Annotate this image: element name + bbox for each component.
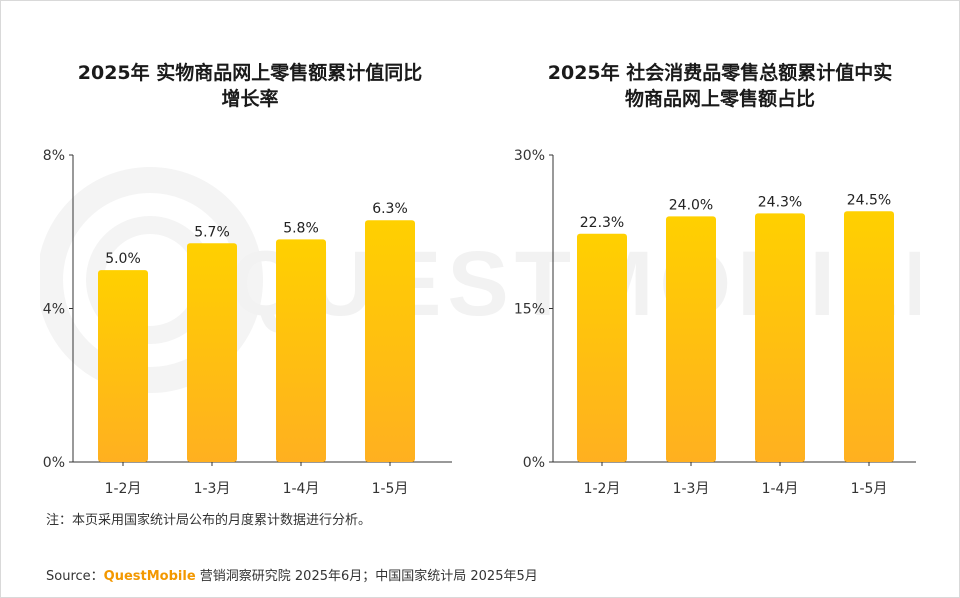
source-rest: 营销洞察研究院 2025年6月；中国国家统计局 2025年5月 [195, 569, 538, 584]
y-tick-label: 4% [43, 302, 65, 318]
data-label: 5.7% [194, 224, 230, 240]
left-chart-title: 2025年 实物商品网上零售额累计值同比 增长率 [40, 60, 460, 112]
right-chart-title-line1: 2025年 社会消费品零售总额累计值中实 [547, 62, 893, 84]
growth-bar-4 [365, 220, 415, 462]
share-bar-4 [844, 211, 894, 462]
y-tick-label: 8% [43, 148, 65, 164]
data-label: 24.3% [758, 194, 802, 210]
x-tick-label: 1-2月 [105, 481, 142, 497]
share-bar-1 [577, 233, 627, 462]
data-label: 5.0% [105, 251, 141, 267]
growth-bar-1 [98, 270, 148, 462]
share-bar-3 [755, 213, 805, 462]
y-tick-label: 0% [523, 455, 545, 471]
data-label: 5.8% [283, 220, 319, 236]
data-label: 22.3% [580, 215, 624, 231]
share-bar-2 [666, 216, 716, 462]
x-tick-label: 1-5月 [851, 481, 888, 497]
data-label: 24.0% [669, 197, 713, 213]
x-tick-label: 1-3月 [673, 481, 710, 497]
left-chart-title-line1: 2025年 实物商品网上零售额累计值同比 [77, 62, 423, 84]
growth-bar-2 [187, 243, 237, 462]
data-label: 24.5% [847, 192, 891, 208]
source-line: Source：QuestMobile 营销洞察研究院 2025年6月；中国国家统… [46, 565, 538, 584]
x-tick-label: 1-4月 [762, 481, 799, 497]
x-tick-label: 1-2月 [584, 481, 621, 497]
x-tick-label: 1-5月 [372, 481, 409, 497]
source-brand: QuestMobile [103, 569, 196, 584]
y-tick-label: 15% [514, 302, 545, 318]
growth-rate-chart: 0% 4% 8% 5.0% 1-2月 5.7% 1-3月 5.8% 1-4月 6.3% 1-5月 [43, 148, 452, 497]
right-chart-title: 2025年 社会消费品零售总额累计值中实 物商品网上零售额占比 [500, 60, 940, 112]
growth-bar-3 [276, 239, 326, 462]
footnote: 注：本页采用国家统计局公布的月度累计数据进行分析。 [46, 513, 372, 528]
source-prefix: Source： [46, 569, 104, 584]
right-chart-title-line2: 物商品网上零售额占比 [624, 88, 815, 110]
data-label: 6.3% [372, 201, 408, 217]
online-share-chart: 0% 15% 30% 22.3% 1-2月 24.0% 1-3月 24.3% 1-4月 24.5%… [514, 148, 916, 497]
y-tick-label: 0% [43, 455, 65, 471]
x-tick-label: 1-4月 [283, 481, 320, 497]
x-tick-label: 1-3月 [194, 481, 231, 497]
left-chart-title-line2: 增长率 [221, 88, 279, 110]
y-tick-label: 30% [514, 148, 545, 164]
